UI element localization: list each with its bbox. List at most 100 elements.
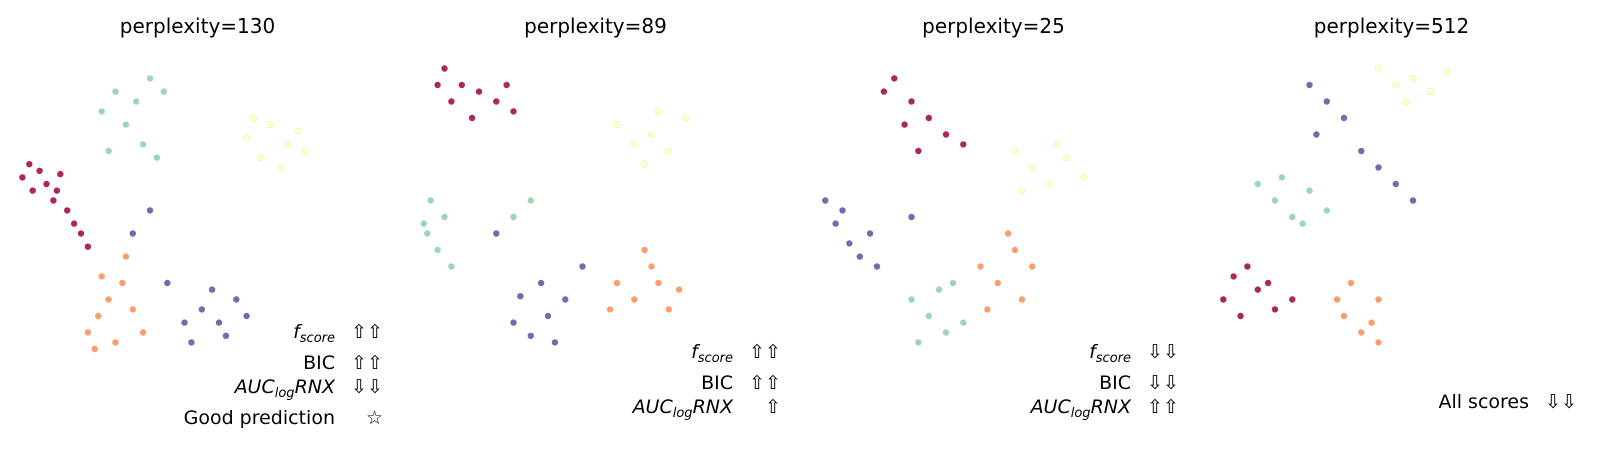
panel-title: perplexity=512 xyxy=(1313,14,1470,38)
data-point xyxy=(579,263,586,270)
data-point xyxy=(901,121,908,128)
data-point xyxy=(1011,147,1019,155)
data-point xyxy=(846,240,853,247)
data-point xyxy=(98,108,105,115)
data-point xyxy=(122,121,130,128)
metric-label: All scores xyxy=(1438,390,1529,414)
data-point xyxy=(441,213,448,221)
data-point xyxy=(153,154,161,161)
data-point xyxy=(908,296,915,303)
annotation-row: fscore ⇧⇧ xyxy=(184,320,383,351)
data-point xyxy=(654,107,662,115)
data-point xyxy=(233,296,240,303)
data-point xyxy=(527,332,534,339)
data-point xyxy=(613,279,621,287)
data-point xyxy=(84,329,92,336)
scatter-plot xyxy=(19,75,309,353)
metric-label-base: AUC xyxy=(1030,396,1071,418)
metric-label-base: Good prediction xyxy=(183,407,335,429)
data-point xyxy=(129,230,136,237)
data-point xyxy=(665,306,672,313)
data-point xyxy=(915,339,922,346)
data-point xyxy=(63,207,71,214)
data-point xyxy=(942,131,950,138)
data-point xyxy=(36,167,43,174)
data-point xyxy=(434,81,441,89)
data-point xyxy=(641,246,648,254)
data-point xyxy=(112,339,119,346)
data-point xyxy=(949,279,957,287)
metric-label-tail: RNX xyxy=(294,376,335,398)
data-point xyxy=(1289,213,1296,221)
data-point xyxy=(1375,65,1382,72)
data-point xyxy=(984,306,991,313)
data-point xyxy=(98,273,105,280)
metric-label-base: BIC xyxy=(1099,372,1131,394)
cluster-3 xyxy=(1254,174,1330,227)
data-point xyxy=(1029,263,1036,270)
data-point xyxy=(105,296,112,303)
data-point xyxy=(1402,98,1410,105)
data-point xyxy=(631,296,638,303)
data-point xyxy=(1063,154,1071,162)
data-point xyxy=(112,88,119,95)
metric-label-subscript: score xyxy=(299,331,335,346)
data-point xyxy=(1340,312,1348,320)
data-point xyxy=(606,306,614,313)
data-point xyxy=(880,88,888,95)
metric-label-base: f xyxy=(691,341,698,363)
data-point xyxy=(95,312,102,320)
data-point xyxy=(1230,273,1237,280)
data-point xyxy=(648,131,655,138)
metric-label-subscript: score xyxy=(1095,351,1131,366)
data-point xyxy=(493,98,500,105)
score-arrows: ⇧⇧ xyxy=(749,341,781,363)
data-point xyxy=(856,253,863,260)
score-arrows: ⇧⇧ xyxy=(351,352,383,374)
data-point xyxy=(122,253,130,260)
panel-perplexity-512: perplexity=512 All scores ⇩⇩ xyxy=(1194,0,1589,450)
cluster-1 xyxy=(129,207,250,346)
data-point xyxy=(139,329,147,336)
data-point xyxy=(1271,306,1279,313)
metric-label: fscore xyxy=(293,320,335,351)
data-point xyxy=(146,207,154,214)
data-point xyxy=(43,180,50,188)
score-annotations: fscore ⇧⇧ BIC ⇧⇧ AUClogRNX ⇧ xyxy=(633,340,781,426)
cluster-1 xyxy=(822,197,915,270)
data-point xyxy=(503,81,510,89)
metric-label: AUClogRNX xyxy=(235,375,335,406)
data-point xyxy=(1333,296,1341,303)
data-point xyxy=(1299,220,1306,227)
annotation-row: AUClogRNX ⇩⇩ xyxy=(184,375,383,406)
metric-label-base: BIC xyxy=(701,372,733,394)
panel-perplexity-25: perplexity=25 fscore ⇩⇩ BIC ⇩⇩ AUClogRNX ⇧⇧ xyxy=(796,0,1191,450)
data-point xyxy=(284,140,292,148)
data-point xyxy=(1306,81,1313,89)
annotation-row: All scores ⇩⇩ xyxy=(1438,390,1577,414)
data-point xyxy=(301,147,309,155)
data-point xyxy=(682,114,690,122)
data-point xyxy=(1080,173,1088,181)
score-arrows: ⇩⇩ xyxy=(1147,372,1179,394)
data-point xyxy=(839,207,846,214)
data-point xyxy=(277,164,285,171)
data-point xyxy=(915,147,922,155)
cluster-1 xyxy=(1306,81,1417,204)
data-point xyxy=(294,127,302,135)
cluster-3 xyxy=(98,75,167,161)
data-point xyxy=(1018,187,1026,195)
score-annotations: fscore ⇩⇩ BIC ⇩⇩ AUClogRNX ⇧⇧ xyxy=(1031,340,1179,426)
score-annotations: fscore ⇧⇧ BIC ⇧⇧ AUClogRNX ⇩⇩ Good prediction ☆ xyxy=(184,320,383,430)
data-point xyxy=(1244,263,1251,270)
data-point xyxy=(665,147,673,155)
data-point xyxy=(537,279,545,287)
data-point xyxy=(1264,279,1272,287)
annotation-row: BIC ⇧⇧ xyxy=(184,351,383,375)
cluster-4 xyxy=(1011,140,1088,195)
data-point xyxy=(493,230,500,237)
data-point xyxy=(188,339,195,346)
data-point xyxy=(19,174,26,181)
annotation-row: Good prediction ☆ xyxy=(184,406,383,430)
data-point xyxy=(424,230,431,237)
